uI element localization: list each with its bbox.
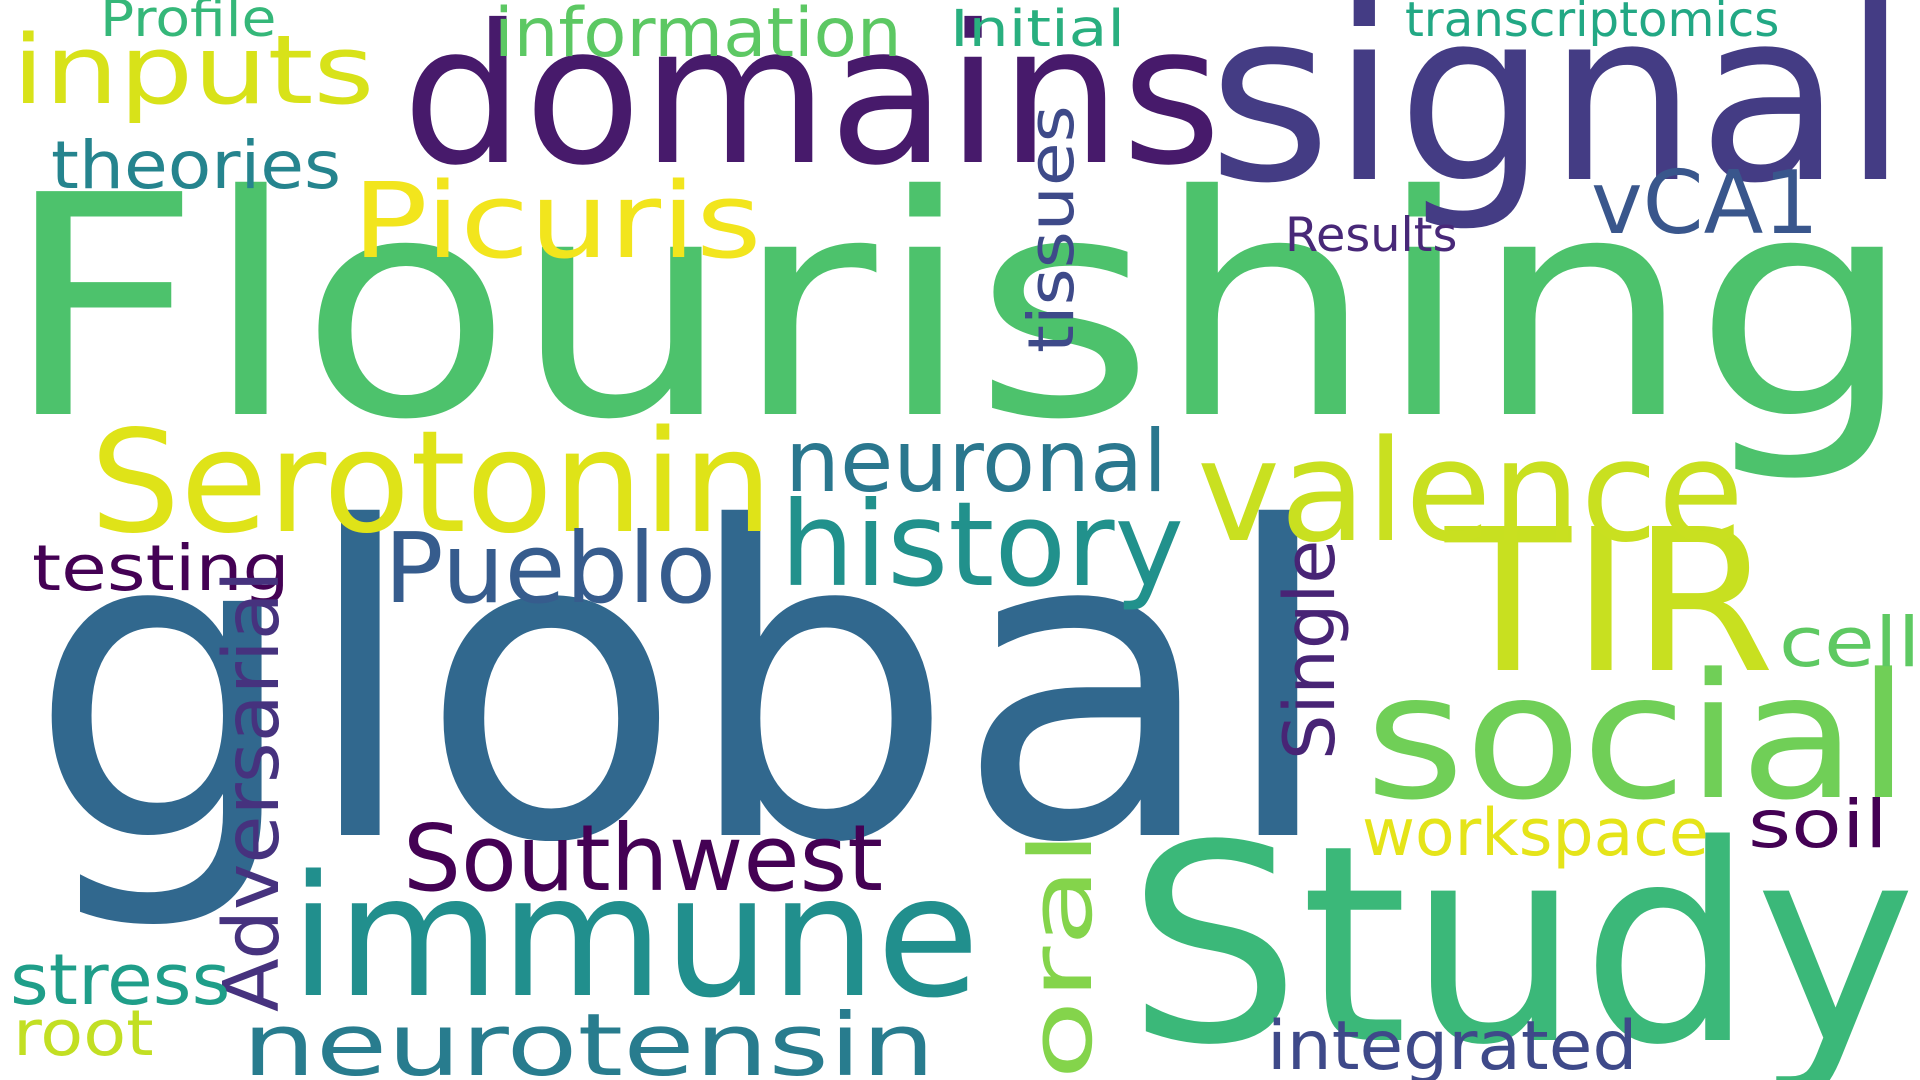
word-flourishing: Flourishing <box>2 131 1915 487</box>
word-transcriptomics: transcriptomics <box>1405 0 1780 48</box>
word-vca1: vCA1 <box>1591 152 1819 254</box>
word-valence: valence <box>1197 410 1745 574</box>
word-serotonin: Serotonin <box>90 401 773 565</box>
word-study: Study <box>1127 788 1917 1080</box>
word-initial: Initial <box>950 0 1125 59</box>
word-southwest: Southwest <box>403 804 884 912</box>
word-soil: soil <box>1748 786 1888 863</box>
word-pueblo: Pueblo <box>384 511 717 625</box>
word-information: information <box>494 0 902 72</box>
word-global: global <box>28 438 1338 936</box>
word-workspace: workspace <box>1362 795 1709 871</box>
word-root: root <box>13 997 154 1071</box>
word-domains: domains <box>402 0 1222 208</box>
word-oral: oral <box>1011 830 1112 1080</box>
word-profile: Profile <box>100 0 277 49</box>
word-stress: stress <box>10 938 231 1021</box>
word-testing: testing <box>32 532 290 606</box>
word-immune: immune <box>290 838 980 1035</box>
word-social: social <box>1365 635 1910 838</box>
word-single: Single <box>1268 539 1351 760</box>
word-history: history <box>780 475 1185 613</box>
word-neuronal: neuronal <box>785 413 1168 512</box>
word-tir: TIR <box>1445 487 1776 717</box>
word-cell: cell <box>1779 602 1920 683</box>
word-results: Results <box>1285 207 1458 263</box>
word-theories: theories <box>51 127 342 204</box>
word-neurotensin: neurotensin <box>242 995 936 1080</box>
word-inputs: inputs <box>12 13 375 126</box>
word-integrated: integrated <box>1267 1005 1638 1080</box>
word-picuris: Picuris <box>352 160 762 282</box>
word-tissues: tissues <box>1015 105 1089 353</box>
word-signal: signal <box>1208 0 1909 235</box>
